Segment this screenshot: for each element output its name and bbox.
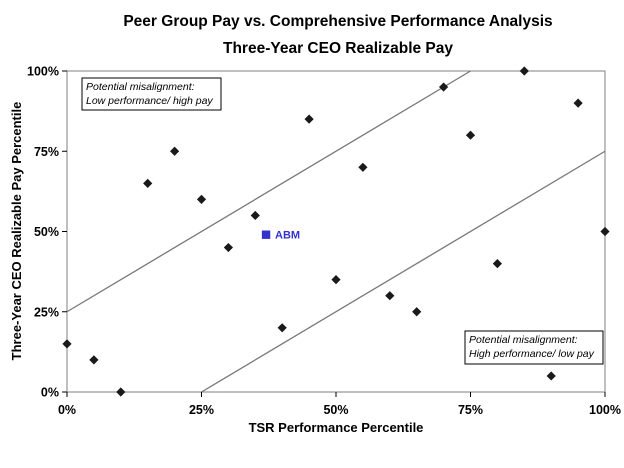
y-axis-ticks: 0% 25% 50% 75% 100%: [27, 65, 67, 400]
y-tick-label: 25%: [34, 305, 59, 319]
annotation-line: Potential misalignment:: [469, 334, 578, 346]
peer-point: [465, 130, 476, 140]
abm-point: [261, 230, 271, 239]
x-axis-ticks: 0% 25% 50% 75% 100%: [58, 392, 621, 417]
y-tick-label: 0%: [41, 386, 59, 400]
x-axis-label: TSR Performance Percentile: [249, 420, 424, 435]
peer-point: [519, 66, 529, 76]
peer-point: [304, 114, 314, 124]
y-tick-label: 50%: [34, 225, 59, 239]
annotation-box: [81, 77, 222, 111]
peer-point: [62, 339, 72, 349]
low-performance-note: Potential misalignment: Low performance/ …: [81, 77, 222, 111]
peer-point: [170, 146, 180, 156]
annotation-line: Low performance/ high pay: [86, 95, 213, 107]
annotation-line: Potential misalignment:: [86, 81, 195, 93]
reference-lines: [66, 70, 606, 393]
upper-band-line: [66, 70, 471, 313]
x-tick-label: 25%: [189, 403, 214, 417]
peer-point: [439, 82, 449, 92]
high-performance-note: Potential misalignment: High performance/…: [464, 330, 604, 365]
x-tick-label: 50%: [323, 403, 348, 417]
lower-band-line: [201, 150, 606, 393]
peer-point: [143, 178, 153, 188]
peer-point: [412, 307, 422, 317]
abm-label: ABM: [275, 230, 300, 242]
peer-point: [89, 355, 99, 365]
x-tick-label: 75%: [458, 403, 483, 417]
chart-title: Peer Group Pay vs. Comprehensive Perform…: [123, 13, 552, 30]
peer-point: [331, 275, 341, 285]
peer-point: [573, 98, 583, 108]
y-tick-label: 100%: [27, 65, 59, 79]
y-tick-label: 75%: [34, 145, 59, 159]
peer-point: [546, 371, 556, 381]
peer-point: [600, 226, 610, 237]
peer-point: [385, 291, 395, 301]
peer-point: [196, 194, 207, 204]
annotation-line: High performance/ low pay: [469, 348, 595, 360]
peer-point: [358, 162, 368, 172]
y-axis-label: Three-Year CEO Realizable Pay Percentile: [9, 102, 24, 361]
annotation-box: [464, 330, 604, 365]
peer-point: [277, 323, 287, 333]
peer-point: [223, 242, 233, 253]
annotations: Potential misalignment: Low performance/ …: [81, 77, 604, 365]
peer-point: [116, 387, 126, 397]
x-tick-label: 0%: [58, 403, 76, 417]
peer-point: [250, 210, 260, 221]
x-tick-label: 100%: [589, 403, 621, 417]
chart-subtitle: Three-Year CEO Realizable Pay: [223, 40, 453, 57]
peer-point: [492, 259, 502, 269]
data-points: ABM: [62, 66, 610, 397]
